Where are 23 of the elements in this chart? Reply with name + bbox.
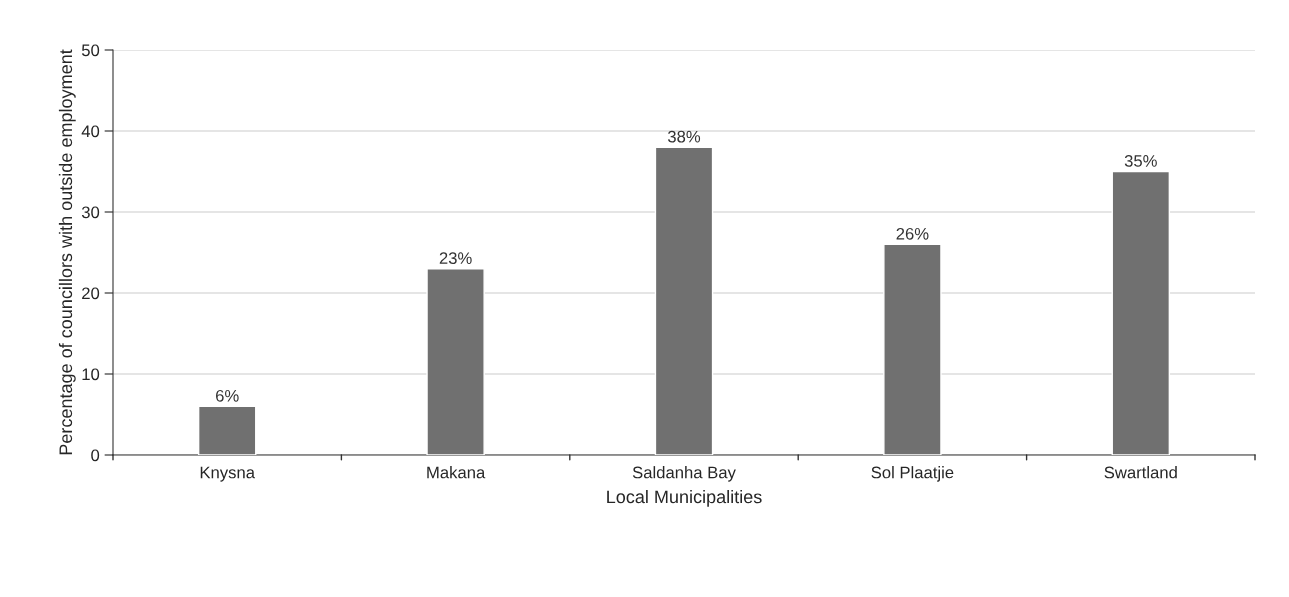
bar (426, 268, 485, 455)
bar (1111, 170, 1171, 455)
y-tick-label: 0 (91, 449, 100, 462)
data-label: 38% (667, 130, 701, 143)
x-tick-label: Swartland (1104, 466, 1177, 479)
y-tick-label: 20 (82, 287, 100, 300)
bar (197, 405, 257, 455)
x-tick-label: Sol Plaatjie (871, 466, 954, 482)
y-tick-label: 50 (81, 44, 100, 57)
x-tick-label: Makana (427, 466, 486, 479)
y-tick-label: 40 (81, 125, 100, 138)
x-axis-title: Local Municipalities (607, 489, 762, 507)
data-label: 23% (439, 252, 472, 265)
bar (654, 146, 714, 455)
bar (883, 243, 942, 455)
x-tick-label: Saldanha Bay (632, 466, 736, 482)
data-label: 26% (896, 227, 929, 240)
y-tick-label: 30 (81, 206, 100, 219)
data-label: 6% (216, 389, 239, 402)
y-axis-title: Percentage of councillors with outside employment (58, 49, 76, 455)
data-label: 35% (1124, 155, 1157, 167)
x-tick-label: Knysna (200, 466, 255, 482)
y-tick-label: 10 (82, 368, 100, 381)
